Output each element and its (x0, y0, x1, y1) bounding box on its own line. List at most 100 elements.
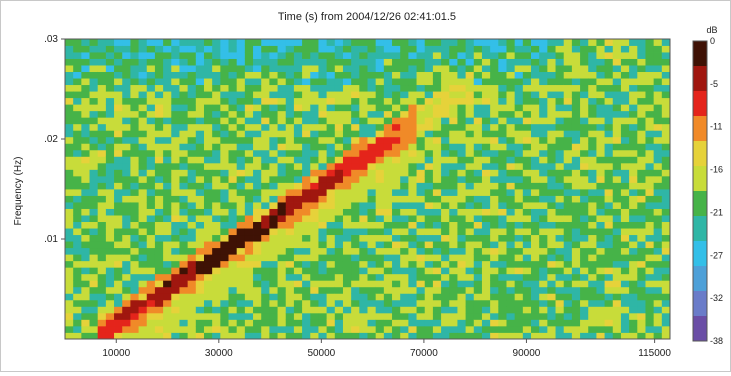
heatmap-cell (481, 84, 491, 92)
heatmap-cell (432, 52, 442, 59)
heatmap-cell (432, 104, 442, 112)
heatmap-cell (65, 195, 74, 203)
heatmap-cell (179, 58, 189, 66)
heatmap-cell (473, 234, 483, 242)
heatmap-cell (604, 156, 614, 164)
heatmap-cell (195, 169, 205, 177)
heatmap-cell (506, 202, 516, 209)
heatmap-cell (629, 58, 638, 66)
heatmap-cell (506, 52, 516, 59)
heatmap-cell (122, 136, 131, 144)
heatmap-cell (89, 84, 99, 92)
heatmap-cell (187, 221, 197, 229)
heatmap-cell (490, 130, 499, 138)
heatmap-cell (392, 332, 401, 340)
heatmap-cell (531, 189, 540, 196)
heatmap-cell (277, 104, 287, 112)
heatmap-cell (432, 280, 442, 288)
heatmap-cell (302, 117, 311, 125)
heatmap-cell (473, 78, 483, 86)
heatmap-cell (269, 97, 278, 105)
heatmap-cell (547, 228, 556, 236)
heatmap-cell (473, 169, 483, 177)
heatmap-cell (326, 123, 336, 131)
heatmap-cell (65, 117, 74, 125)
heatmap-cell (154, 260, 164, 268)
heatmap-cell (588, 39, 597, 46)
heatmap-cell (244, 84, 254, 92)
heatmap-cell (277, 286, 287, 294)
heatmap-cell (261, 58, 270, 66)
heatmap-cell (571, 208, 581, 216)
heatmap-cell (277, 319, 287, 327)
heatmap-cell (73, 169, 82, 177)
heatmap-cell (89, 136, 99, 144)
heatmap-cell (89, 169, 99, 177)
heatmap-cell (89, 149, 99, 157)
heatmap-cell (481, 91, 491, 99)
heatmap-cell (310, 123, 319, 131)
heatmap-cell (383, 260, 393, 268)
heatmap-cell (105, 39, 115, 46)
heatmap-cell (457, 117, 467, 125)
heatmap-cell (244, 182, 254, 190)
heatmap-cell (114, 104, 123, 112)
heatmap-cell (547, 202, 556, 209)
heatmap-cell (383, 71, 393, 79)
heatmap-cell (359, 312, 368, 320)
heatmap-cell (81, 254, 90, 262)
heatmap-cell (514, 247, 524, 255)
heatmap-cell (228, 247, 238, 255)
heatmap-cell (457, 267, 467, 275)
heatmap-cell (547, 267, 556, 275)
heatmap-cell (531, 215, 540, 223)
heatmap-cell (514, 286, 524, 294)
heatmap-cell (105, 91, 115, 99)
heatmap-cell (580, 97, 589, 105)
heatmap-cell (220, 286, 229, 294)
heatmap-cell (588, 189, 597, 196)
heatmap-cell (490, 71, 499, 79)
heatmap-cell (302, 273, 311, 281)
heatmap-cell (375, 39, 385, 46)
heatmap-cell (547, 162, 556, 170)
heatmap-cell (293, 267, 303, 275)
heatmap-cell (661, 71, 671, 79)
heatmap-cell (253, 299, 262, 307)
heatmap-cell (285, 84, 295, 92)
heatmap-cell (302, 312, 311, 320)
heatmap-cell (408, 312, 417, 320)
heatmap-cell (318, 273, 328, 281)
heatmap-cell (310, 195, 319, 203)
heatmap-cell (645, 202, 655, 209)
heatmap-cell (400, 123, 409, 131)
heatmap-cell (293, 260, 303, 268)
heatmap-cell (522, 91, 532, 99)
heatmap-cell (114, 117, 123, 125)
heatmap-cell (65, 162, 74, 170)
heatmap-cell (154, 65, 164, 73)
heatmap-cell (89, 208, 99, 216)
heatmap-cell (539, 221, 548, 229)
heatmap-cell (522, 312, 532, 320)
heatmap-cell (334, 136, 344, 144)
heatmap-cell (122, 254, 131, 262)
heatmap-cell (596, 162, 605, 170)
heatmap-cell (383, 78, 393, 86)
heatmap-cell (375, 78, 385, 86)
heatmap-cell (612, 202, 622, 209)
heatmap-cell (490, 104, 499, 112)
heatmap-cell (293, 208, 303, 216)
heatmap-cell (629, 306, 638, 314)
heatmap-cell (253, 136, 262, 144)
heatmap-cell (555, 52, 565, 59)
heatmap-cell (89, 52, 99, 59)
heatmap-cell (310, 143, 319, 151)
heatmap-cell (408, 280, 417, 288)
heatmap-cell (392, 71, 401, 79)
heatmap-cell (285, 175, 295, 183)
heatmap-cell (195, 78, 205, 86)
heatmap-cell (481, 110, 491, 118)
heatmap-cell (367, 208, 377, 216)
heatmap-cell (277, 175, 287, 183)
